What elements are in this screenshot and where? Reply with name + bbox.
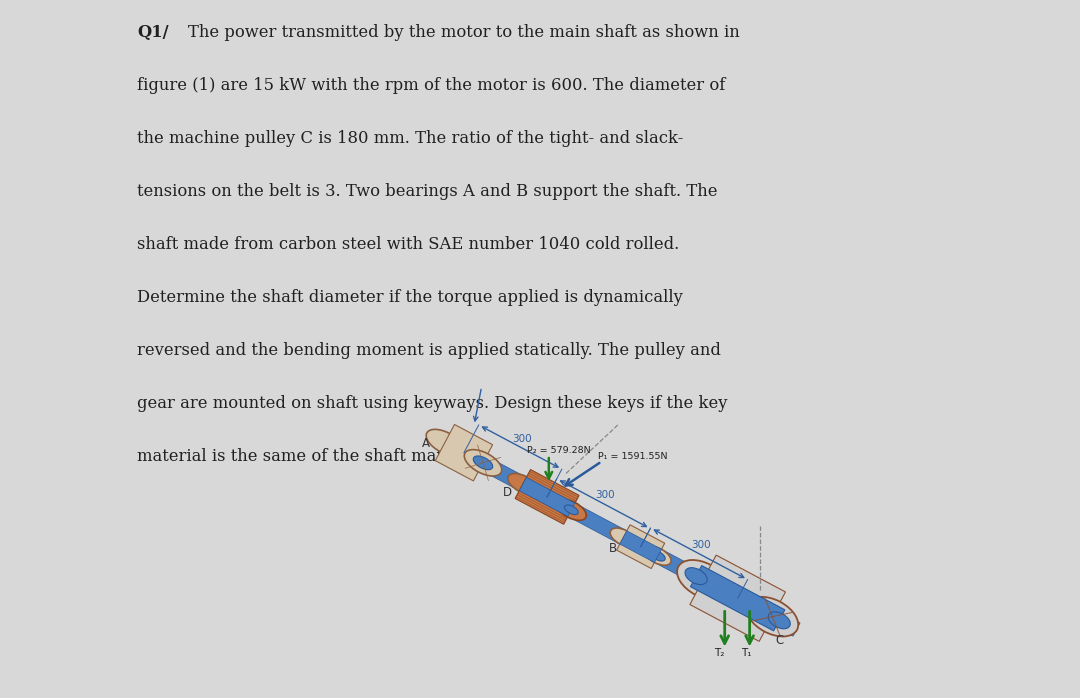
Text: A: A	[422, 437, 430, 450]
Text: the machine pulley C is 180 mm. The ratio of the tight- and slack-: the machine pulley C is 180 mm. The rati…	[137, 130, 684, 147]
Polygon shape	[446, 439, 800, 636]
Text: gear are mounted on shaft using keyways. Design these keys if the key: gear are mounted on shaft using keyways.…	[137, 395, 728, 413]
Text: material is the same of the shaft material.: material is the same of the shaft materi…	[137, 448, 486, 465]
Text: D: D	[503, 486, 512, 499]
Ellipse shape	[473, 456, 492, 470]
Ellipse shape	[508, 473, 538, 495]
Ellipse shape	[746, 597, 798, 637]
Polygon shape	[435, 424, 492, 481]
Text: shaft made from carbon steel with SAE number 1040 cold rolled.: shaft made from carbon steel with SAE nu…	[137, 236, 679, 253]
Polygon shape	[620, 530, 662, 563]
Text: B: B	[609, 542, 617, 555]
Ellipse shape	[565, 505, 578, 514]
Ellipse shape	[645, 547, 671, 565]
Ellipse shape	[677, 560, 729, 600]
Polygon shape	[519, 477, 575, 517]
Ellipse shape	[610, 528, 636, 547]
Ellipse shape	[556, 499, 586, 521]
Polygon shape	[515, 470, 579, 524]
Text: tensions on the belt is 3. Two bearings A and B support the shaft. The: tensions on the belt is 3. Two bearings …	[137, 183, 717, 200]
Text: T₁: T₁	[741, 648, 752, 658]
Text: C: C	[775, 634, 783, 648]
Text: Q1/: Q1/	[137, 24, 168, 41]
Text: The power transmitted by the motor to the main shaft as shown in: The power transmitted by the motor to th…	[188, 24, 740, 41]
Ellipse shape	[685, 567, 707, 585]
Text: 300: 300	[512, 433, 531, 444]
Ellipse shape	[651, 551, 665, 561]
Text: P₂ = 579.28N: P₂ = 579.28N	[527, 447, 591, 455]
Text: reversed and the bending moment is applied statically. The pulley and: reversed and the bending moment is appli…	[137, 342, 721, 359]
Ellipse shape	[427, 429, 463, 456]
Text: figure (1) are 15 kW with the rpm of the motor is 600. The diameter of: figure (1) are 15 kW with the rpm of the…	[137, 77, 726, 94]
Text: T₂: T₂	[714, 648, 725, 658]
Text: P₁ = 1591.55N: P₁ = 1591.55N	[598, 452, 667, 461]
Ellipse shape	[464, 450, 502, 476]
Text: 300: 300	[691, 540, 711, 550]
Ellipse shape	[768, 612, 791, 629]
Text: 300: 300	[595, 490, 615, 500]
Polygon shape	[617, 525, 664, 568]
Polygon shape	[690, 555, 785, 641]
Polygon shape	[690, 565, 785, 631]
Text: Determine the shaft diameter if the torque applied is dynamically: Determine the shaft diameter if the torq…	[137, 289, 683, 306]
